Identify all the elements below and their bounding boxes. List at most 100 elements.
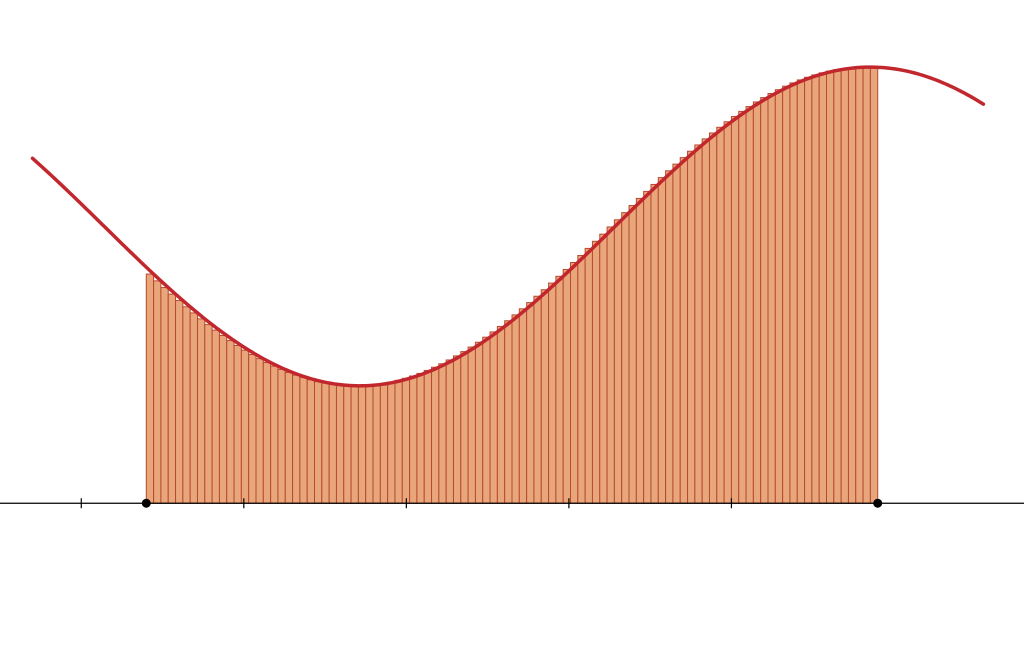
riemann-bar bbox=[534, 296, 541, 503]
riemann-bar bbox=[256, 359, 263, 504]
riemann-bar bbox=[709, 133, 716, 503]
riemann-bar bbox=[768, 94, 775, 504]
riemann-bar bbox=[263, 363, 270, 504]
riemann-bar bbox=[358, 386, 365, 504]
riemann-bar bbox=[622, 213, 629, 504]
riemann-bar bbox=[461, 352, 468, 504]
riemann-bar bbox=[293, 375, 300, 503]
riemann-bar bbox=[856, 67, 863, 503]
interval-endpoint bbox=[873, 499, 882, 508]
riemann-bar bbox=[146, 274, 153, 503]
riemann-bar bbox=[841, 69, 848, 504]
riemann-bar bbox=[249, 355, 256, 504]
riemann-bar bbox=[154, 281, 161, 503]
riemann-bar bbox=[695, 145, 702, 503]
riemann-bar bbox=[805, 77, 812, 503]
riemann-bar bbox=[505, 321, 512, 503]
riemann-bar bbox=[483, 337, 490, 503]
riemann-bar bbox=[827, 71, 834, 503]
riemann-bar bbox=[746, 107, 753, 504]
riemann-bar bbox=[658, 178, 665, 504]
riemann-bar bbox=[680, 158, 687, 504]
riemann-bar bbox=[241, 350, 248, 503]
riemann-bar bbox=[739, 111, 746, 503]
riemann-bar bbox=[666, 171, 673, 503]
riemann-bar bbox=[227, 341, 234, 504]
riemann-bar bbox=[592, 241, 599, 503]
riemann-bar bbox=[585, 248, 592, 503]
riemann-bar bbox=[373, 385, 380, 504]
riemann-bar bbox=[600, 234, 607, 503]
riemann-bar bbox=[527, 303, 534, 504]
riemann-bar bbox=[205, 325, 212, 504]
riemann-bar bbox=[161, 288, 168, 504]
riemann-bar bbox=[300, 378, 307, 504]
riemann-bar bbox=[344, 386, 351, 504]
riemann-bar bbox=[673, 164, 680, 503]
riemann-bar bbox=[607, 227, 614, 503]
riemann-bar bbox=[446, 360, 453, 503]
riemann-bar bbox=[475, 342, 482, 503]
riemann-bar bbox=[512, 315, 519, 503]
riemann-bar bbox=[366, 385, 373, 503]
riemann-bar bbox=[315, 382, 322, 504]
riemann-bar bbox=[219, 335, 226, 503]
riemann-bar bbox=[790, 83, 797, 503]
riemann-bar bbox=[497, 326, 504, 503]
riemann-bar bbox=[519, 309, 526, 503]
riemann-bar bbox=[702, 139, 709, 503]
riemann-bar bbox=[731, 116, 738, 503]
riemann-bar bbox=[417, 373, 424, 503]
riemann-bar bbox=[783, 86, 790, 503]
riemann-bar bbox=[453, 356, 460, 503]
riemann-bar bbox=[197, 319, 204, 503]
riemann-bar bbox=[388, 382, 395, 503]
riemann-bar bbox=[176, 301, 183, 504]
riemann-bar bbox=[212, 330, 219, 503]
riemann-bar bbox=[753, 102, 760, 503]
riemann-bar bbox=[190, 313, 197, 503]
riemann-bar bbox=[761, 98, 768, 504]
riemann-bar bbox=[549, 283, 556, 503]
riemann-bar bbox=[168, 294, 175, 503]
riemann-sum-chart bbox=[0, 0, 1024, 671]
riemann-bar bbox=[636, 198, 643, 503]
riemann-bar bbox=[271, 366, 278, 503]
riemann-bar bbox=[322, 383, 329, 503]
riemann-bar bbox=[651, 184, 658, 503]
riemann-bar bbox=[410, 376, 417, 503]
riemann-bar bbox=[834, 70, 841, 504]
riemann-bar bbox=[863, 67, 870, 503]
riemann-bar bbox=[797, 80, 804, 503]
interval-endpoint bbox=[142, 499, 151, 508]
riemann-bar bbox=[614, 220, 621, 503]
riemann-bar bbox=[629, 206, 636, 504]
riemann-bar bbox=[234, 345, 241, 503]
riemann-bar bbox=[644, 191, 651, 503]
riemann-bar bbox=[541, 290, 548, 504]
riemann-bar bbox=[439, 364, 446, 503]
riemann-bar bbox=[402, 378, 409, 503]
riemann-bar bbox=[556, 276, 563, 503]
riemann-bar bbox=[490, 332, 497, 503]
riemann-bar bbox=[848, 68, 855, 504]
riemann-bar bbox=[432, 367, 439, 503]
riemann-bar bbox=[285, 372, 292, 503]
riemann-bar bbox=[468, 347, 475, 503]
riemann-bar bbox=[278, 369, 285, 503]
riemann-bar bbox=[775, 90, 782, 504]
riemann-bar bbox=[563, 269, 570, 503]
riemann-bar bbox=[351, 386, 358, 503]
riemann-bar bbox=[578, 255, 585, 503]
riemann-bar bbox=[380, 383, 387, 503]
riemann-bar bbox=[307, 380, 314, 504]
riemann-bar bbox=[336, 385, 343, 503]
riemann-bar bbox=[571, 263, 578, 504]
riemann-bar bbox=[183, 307, 190, 503]
riemann-bar bbox=[329, 384, 336, 503]
riemann-bar bbox=[812, 75, 819, 503]
riemann-bar bbox=[870, 67, 877, 503]
riemann-bar bbox=[688, 151, 695, 503]
riemann-bar bbox=[395, 380, 402, 503]
riemann-bar bbox=[424, 370, 431, 503]
